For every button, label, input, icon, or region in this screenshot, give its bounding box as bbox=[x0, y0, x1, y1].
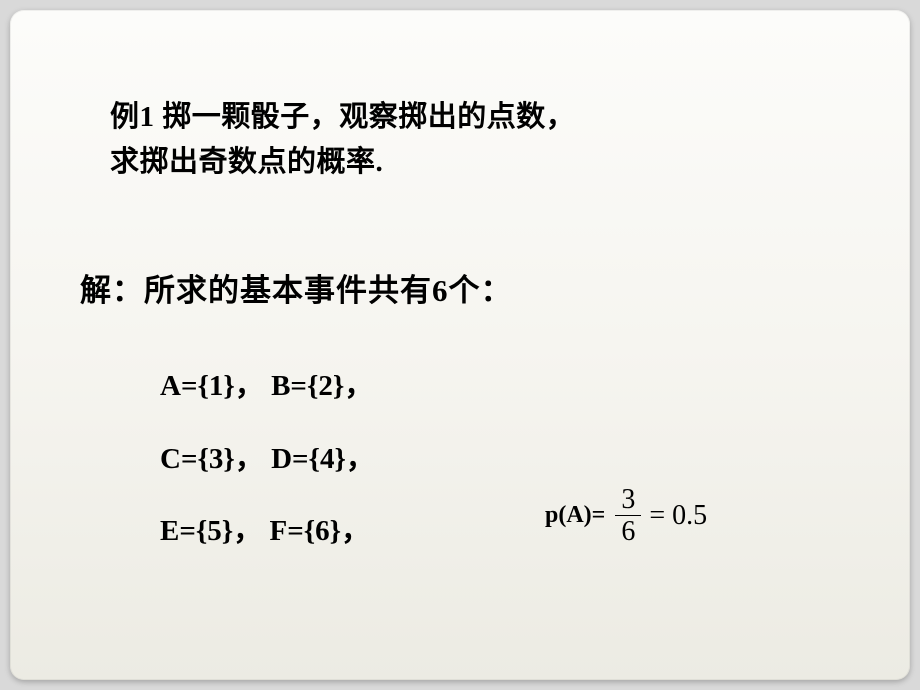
fraction-numerator: 3 bbox=[615, 485, 641, 515]
fraction: 3 6 bbox=[615, 485, 641, 547]
comma: ， bbox=[344, 370, 373, 402]
problem-text: 例1 掷一颗骰子，观察掷出的点数， 求掷出奇数点的概率. bbox=[110, 95, 810, 185]
probability-label: p(A)= bbox=[545, 502, 605, 529]
fraction-denominator: 6 bbox=[615, 515, 641, 546]
problem-line-1: 例1 掷一颗骰子，观察掷出的点数， bbox=[110, 101, 575, 133]
event-item: F={6} bbox=[270, 515, 342, 547]
probability-result: = 0.5 bbox=[649, 500, 707, 532]
event-item: D={4} bbox=[271, 443, 346, 475]
slide: 例1 掷一颗骰子，观察掷出的点数， 求掷出奇数点的概率. 解：所求的基本事件共有… bbox=[10, 10, 910, 680]
event-item: A={1} bbox=[160, 370, 235, 402]
event-row: A={1}， B={2}， bbox=[160, 350, 375, 423]
event-row: C={3}， D={4}， bbox=[160, 423, 375, 496]
comma: ， bbox=[346, 443, 375, 475]
problem-line-2: 求掷出奇数点的概率. bbox=[110, 146, 383, 178]
comma: ， bbox=[341, 515, 370, 547]
comma: ， bbox=[233, 515, 262, 547]
probability-expression: p(A)= 3 6 = 0.5 bbox=[545, 485, 707, 547]
event-item: B={2} bbox=[271, 370, 344, 402]
comma: ， bbox=[235, 443, 264, 475]
comma: ， bbox=[235, 370, 264, 402]
events-list: A={1}， B={2}， C={3}， D={4}， E={5}， F={6}… bbox=[160, 350, 375, 568]
event-item: E={5} bbox=[160, 515, 233, 547]
event-row: E={5}， F={6}， bbox=[160, 495, 375, 568]
event-item: C={3} bbox=[160, 443, 235, 475]
solution-intro: 解：所求的基本事件共有6个： bbox=[80, 265, 513, 310]
